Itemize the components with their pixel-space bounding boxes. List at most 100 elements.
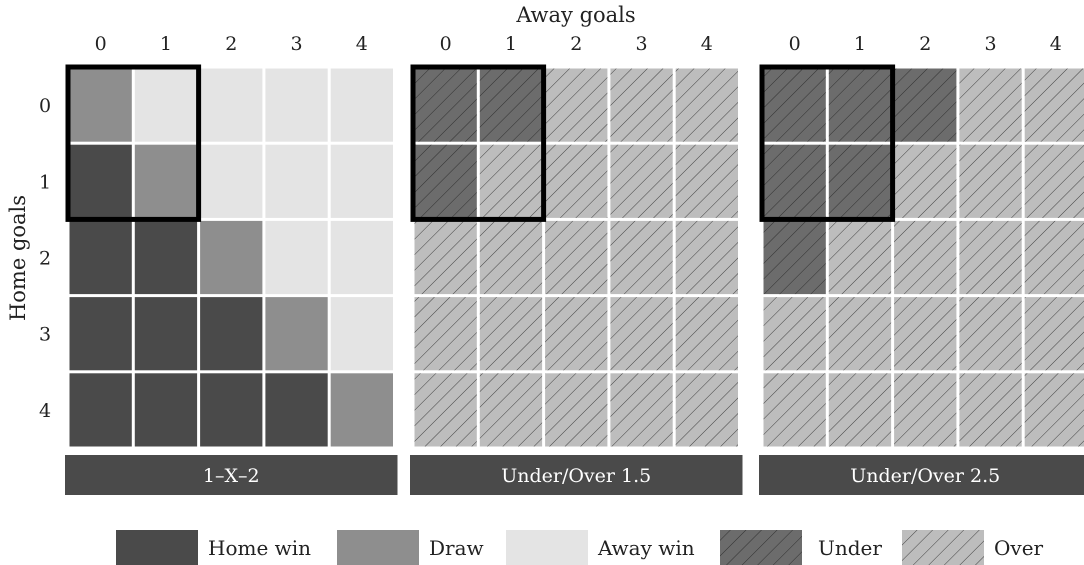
x-tick-label: 4 [1050,33,1062,55]
cell-hatch [545,220,608,295]
cell-hatch [610,68,673,142]
cell-hatch [959,68,1022,142]
x-tick-label: 1 [854,33,866,55]
cell-hatch [959,144,1022,218]
heatmap-cell-home-win [69,373,132,447]
panel-3: 0 1 2 3 4 Under/Over 2.5 [759,33,1084,495]
heatmap-cell-away-win [134,68,198,142]
x-tick-label: 3 [291,33,303,55]
legend-swatch-home-win [116,530,198,565]
cell-hatch [894,297,957,371]
heatmap-cell-draw [200,220,263,295]
cell-hatch [610,220,673,295]
cell-hatch [414,144,477,218]
y-tick-label: 0 [39,95,51,117]
heatmap-cell-away-win [330,144,393,218]
panel-title-bar [65,455,398,495]
heatmap-cell-home-win [69,144,132,218]
cell-hatch [414,220,477,295]
legend: Home win Draw Away win Under Over [116,530,1044,565]
cell-hatch [763,144,826,218]
legend-swatch-away-win [506,530,588,565]
cell-hatch [479,373,543,447]
panel-1: 0 1 2 3 4 1–X–2 [65,33,398,495]
cell-hatch [414,68,477,142]
panel-title: Under/Over 1.5 [501,465,651,487]
x-tick-label: 2 [570,33,582,55]
heatmap-cell-home-win [134,297,198,371]
heatmap-cell-away-win [265,144,328,218]
heatmap-cell-home-win [69,297,132,371]
x-tick-label: 0 [440,33,452,55]
cell-hatch [894,144,957,218]
x-tick-label: 0 [789,33,801,55]
cell-hatch [959,297,1022,371]
x-tick-label: 4 [701,33,713,55]
cell-hatch [1024,68,1084,142]
cell-hatch [1024,220,1084,295]
heatmap-cell-away-win [330,68,393,142]
cell-hatch [828,68,892,142]
cell-hatch [1024,297,1084,371]
highlight-box [65,64,202,222]
cell-hatch [610,373,673,447]
cell-hatch [763,220,826,295]
cell-hatch [479,220,543,295]
x-tick-label: 3 [985,33,997,55]
cell-hatch [894,373,957,447]
y-axis-title: Home goals [6,195,30,321]
heatmap-cell-draw [265,297,328,371]
legend-label: Home win [208,536,311,560]
heatmap-cell-away-win [330,220,393,295]
panel-title: 1–X–2 [203,465,260,487]
cell-hatch [414,297,477,371]
x-tick-label: 0 [95,33,107,55]
cell-hatch [894,220,957,295]
cell-hatch [959,373,1022,447]
legend-label: Draw [429,536,484,560]
cell-hatch [545,297,608,371]
cell-hatch [610,144,673,218]
legend-label: Under [818,536,882,560]
x-tick-label: 2 [919,33,931,55]
heatmap-cell-home-win [69,220,132,295]
cell-hatch [1024,373,1084,447]
cell-hatch [545,68,608,142]
cell-hatch [479,297,543,371]
x-tick-label: 1 [505,33,517,55]
legend-label: Over [994,536,1044,560]
heatmap-cell-home-win [200,297,263,371]
heatmap-cell-home-win [134,373,198,447]
cell-hatch [675,144,738,218]
heatmap-cell-away-win [265,68,328,142]
cell-hatch [675,220,738,295]
heatmap-cell-away-win [330,297,393,371]
heatmap-cell-home-win [200,373,263,447]
cell-hatch [894,68,957,142]
cell-hatch [414,373,477,447]
cell-hatch [675,373,738,447]
cell-hatch [1024,144,1084,218]
cell-hatch [828,220,892,295]
panel-2: 0 1 2 3 4 Under/Over 1.5 [410,33,743,495]
x-axis-title: Away goals [515,3,635,27]
cell-hatch [479,144,543,218]
highlight-box [759,64,896,222]
legend-swatch-hatch [902,530,984,565]
x-tick-label: 3 [636,33,648,55]
cell-hatch [763,68,826,142]
x-tick-label: 1 [160,33,172,55]
cell-hatch [675,68,738,142]
legend-label: Away win [597,536,695,560]
cell-hatch [545,144,608,218]
cell-hatch [763,297,826,371]
heatmap-cell-home-win [265,373,328,447]
heatmap-cell-draw [69,68,132,142]
heatmap-cell-away-win [200,144,263,218]
heatmap-cell-home-win [134,220,198,295]
cell-hatch [828,373,892,447]
x-tick-label: 2 [225,33,237,55]
panel-title: Under/Over 2.5 [850,465,1000,487]
panel-title-bar [759,455,1084,495]
